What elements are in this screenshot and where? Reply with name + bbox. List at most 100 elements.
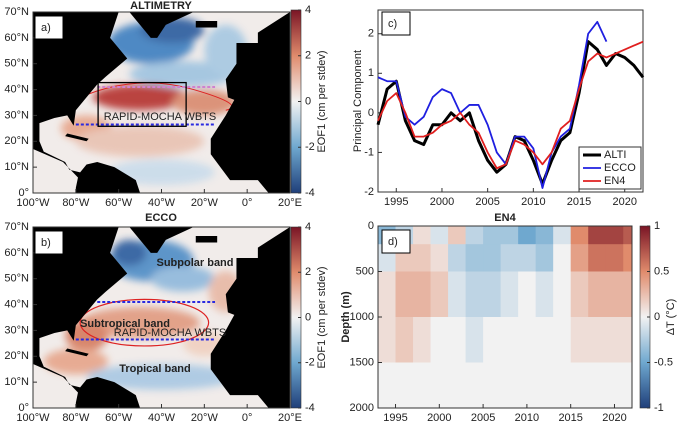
panel-label: b) xyxy=(41,237,51,249)
region-box xyxy=(97,81,187,127)
contour xyxy=(79,298,210,347)
heat-cell xyxy=(605,317,624,363)
heat-cell xyxy=(395,271,414,318)
line-series xyxy=(377,40,644,170)
colorbar-tick-label: -0.5 xyxy=(654,356,673,368)
panel-label-box xyxy=(34,230,64,255)
y-tick-label: 20°N xyxy=(4,350,29,362)
land xyxy=(210,227,290,408)
x-tick-label: 20°E xyxy=(278,412,302,423)
x-tick-label: 20°W xyxy=(191,412,219,423)
y-tick-label: 0 xyxy=(368,220,374,232)
x-tick-label: 2020 xyxy=(612,196,636,208)
heat-cell xyxy=(413,244,431,272)
heat-cell xyxy=(588,271,607,318)
heat-cell xyxy=(535,362,554,409)
land xyxy=(65,348,89,357)
heat-cell xyxy=(413,362,431,409)
heat-cell xyxy=(518,317,537,363)
field-patch xyxy=(150,265,216,292)
colorbar-tick-label: 0 xyxy=(305,311,311,323)
y-tick-label: 60°N xyxy=(4,247,29,259)
legend-label: ALTI xyxy=(604,149,626,161)
x-tick-label: 2000 xyxy=(430,196,454,208)
panel-label: d) xyxy=(388,236,398,248)
heat-cell xyxy=(535,271,554,318)
y-axis-label: Depth (m) xyxy=(340,291,352,343)
x-tick-label: 20°W xyxy=(191,197,219,209)
heat-cell xyxy=(553,226,572,245)
land xyxy=(33,12,141,193)
y-tick-label: 1 xyxy=(368,67,374,79)
heat-cell xyxy=(570,271,589,318)
heat-cell xyxy=(378,317,396,363)
heat-cell xyxy=(500,226,519,245)
heat-cell xyxy=(378,271,396,318)
land xyxy=(210,12,290,193)
heat-cell xyxy=(588,317,607,363)
x-tick-label: 0° xyxy=(242,197,253,209)
x-tick-label: 20°E xyxy=(278,197,302,209)
colorbar-tick-label: -4 xyxy=(305,402,315,414)
land xyxy=(65,133,89,142)
heat-cell xyxy=(448,244,466,272)
heat-cell xyxy=(483,226,502,245)
colorbar-tick-label: 0 xyxy=(654,311,660,323)
colorbar-label: EOF1 (cm per stdev) xyxy=(316,266,328,368)
land xyxy=(33,227,141,408)
heat-cell xyxy=(448,362,466,409)
land xyxy=(195,236,218,243)
y-tick-label: 10°N xyxy=(4,161,29,173)
heat-cell xyxy=(570,226,589,245)
heat-cell xyxy=(500,317,519,363)
y-tick-label: -1 xyxy=(364,146,374,158)
panel-label-box xyxy=(34,15,64,40)
field-patch xyxy=(92,84,188,111)
y-tick-label: 70°N xyxy=(4,6,29,18)
heat-cell xyxy=(605,362,624,409)
colorbar-tick-label: -2 xyxy=(305,141,315,153)
y-axis-label: Principal Component xyxy=(352,50,364,152)
colorbar-tick-label: 2 xyxy=(305,50,311,62)
heat-cell xyxy=(500,244,519,272)
x-tick-label: 2005 xyxy=(475,196,499,208)
x-tick-label: 2000 xyxy=(427,412,451,423)
colorbar-tick-label: 0 xyxy=(305,95,311,107)
y-tick-label: 0° xyxy=(18,402,29,414)
heat-cell xyxy=(465,317,484,363)
land xyxy=(195,21,218,28)
field-patch xyxy=(80,307,201,339)
heat-cell xyxy=(605,226,624,245)
y-tick-label: -2 xyxy=(364,186,374,198)
heat-cell xyxy=(605,271,624,318)
y-tick-label: 20°N xyxy=(4,135,29,147)
heat-cell xyxy=(553,271,572,318)
field-patch xyxy=(172,89,237,116)
panel-label: c) xyxy=(388,18,397,30)
heat-cell xyxy=(518,244,537,272)
heat-cell xyxy=(588,362,607,409)
heat-cell xyxy=(553,317,572,363)
x-tick-label: 1995 xyxy=(383,412,407,423)
heat-cell xyxy=(570,317,589,363)
y-tick-label: 30°N xyxy=(4,109,29,121)
legend-label: ECCO xyxy=(604,162,636,174)
y-tick-label: 50°N xyxy=(4,273,29,285)
field-patch xyxy=(107,159,216,186)
heat-cell xyxy=(430,244,449,272)
heat-cell xyxy=(623,317,633,363)
x-tick-label: 2015 xyxy=(558,412,582,423)
heat-cell xyxy=(518,362,537,409)
x-tick-label: 0° xyxy=(242,412,253,423)
field-patch xyxy=(65,320,108,352)
heat-cell xyxy=(465,271,484,318)
y-tick-label: 50°N xyxy=(4,58,29,70)
heat-cell xyxy=(553,244,572,272)
heat-cell xyxy=(430,226,449,245)
field-patch xyxy=(75,125,205,157)
colorbar-tick-label: 4 xyxy=(305,4,311,16)
heat-cell xyxy=(570,244,589,272)
map xyxy=(33,12,290,193)
panel-label: a) xyxy=(41,22,51,34)
